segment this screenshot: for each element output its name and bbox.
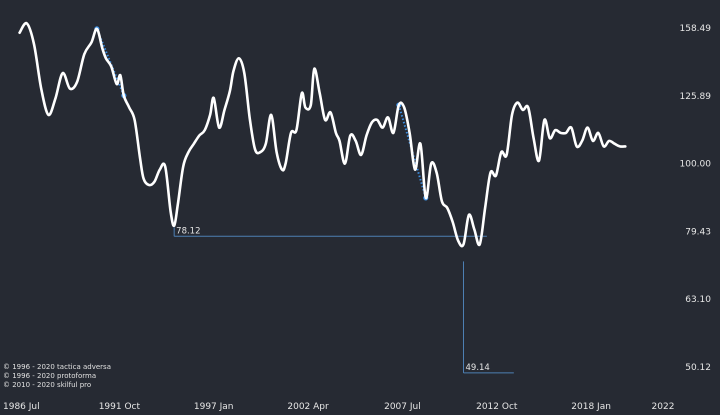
x-tick-label: 1991 Oct: [99, 402, 141, 412]
y-tick-label: 79.43: [685, 227, 711, 237]
x-tick-label: 2007 Jul: [384, 402, 421, 412]
y-tick-label: 63.10: [685, 295, 711, 305]
x-tick-label: 1986 Jul: [3, 402, 40, 412]
x-tick-label: 2018 Jan: [571, 402, 611, 412]
x-tick-label: 2022: [652, 402, 675, 412]
y-tick-label: 158.49: [680, 24, 712, 34]
y-tick-label: 50.12: [685, 363, 711, 373]
x-tick-label: 2012 Oct: [476, 402, 518, 412]
y-tick-label: 125.89: [680, 92, 712, 102]
price-series-line: [18, 21, 627, 248]
copyright-line-3: © 2010 - 2020 skilful pro: [3, 381, 92, 389]
series-layer: [18, 21, 627, 248]
copyright-line-1: © 1996 - 2020 tactica adversa: [3, 363, 111, 371]
annotation-value-label: 78.12: [176, 226, 200, 236]
y-axis: 158.49 125.89 100.00 79.43 63.10 50.12: [680, 24, 712, 373]
x-axis: 1986 Jul 1991 Oct 1997 Jan 2002 Apr 2007 Jul…: [3, 402, 674, 412]
highlight-layer: [94, 26, 429, 201]
x-tick-label: 1997 Jan: [194, 402, 234, 412]
swing-highlight-line: [397, 104, 427, 199]
annotation-layer: 78.12 49.14: [173, 226, 514, 374]
x-tick-label: 2002 Apr: [287, 402, 329, 412]
y-tick-label: 100.00: [680, 160, 712, 170]
annotation-value-label: 49.14: [466, 363, 490, 373]
copyright-line-2: © 1996 - 2020 protoforma: [3, 372, 97, 380]
